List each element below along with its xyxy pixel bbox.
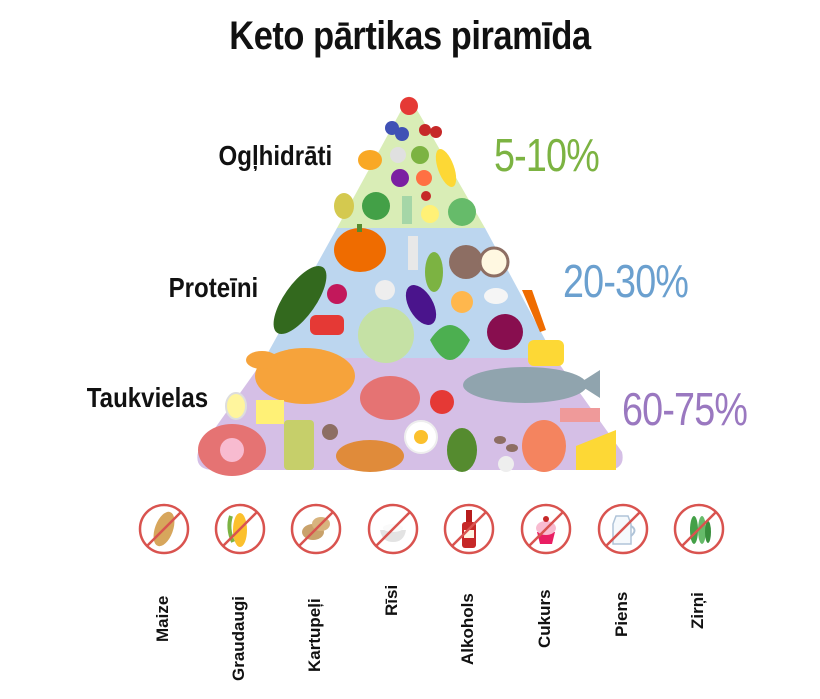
cupcake-icon [520, 503, 572, 555]
peas-icon [673, 503, 725, 555]
bread-icon [138, 503, 190, 555]
fat-foods [198, 348, 616, 476]
forbidden-label-peas: Zirņi [688, 592, 707, 629]
wine-bottle-icon [443, 503, 495, 555]
level-percent-protein: 20-30% [563, 255, 689, 307]
level-label-fat: Taukvielas [86, 382, 208, 413]
level-label-protein: Proteīni [168, 272, 258, 303]
protein-foods [273, 224, 564, 366]
forbidden-item-grain [213, 502, 267, 556]
corn-icon [214, 503, 266, 555]
forbidden-label-grain: Graudaugi [229, 595, 248, 681]
level-percent-carbs: 5-10% [494, 129, 600, 181]
level-percent-fat: 60-75% [622, 383, 748, 435]
forbidden-item-sugar [519, 502, 573, 556]
forbidden-label-bread: Maize [153, 595, 172, 642]
forbidden-item-peas [672, 502, 726, 556]
forbidden-label-alcohol: Alkohols [458, 593, 477, 665]
forbidden-label-milk: Piens [612, 591, 631, 637]
milk-jug-icon [597, 503, 649, 555]
forbidden-label-potato: Kartupeļi [305, 598, 324, 672]
potato-icon [290, 503, 342, 555]
forbidden-item-milk [596, 502, 650, 556]
page-title: Keto pārtikas piramīda [229, 14, 591, 58]
forbidden-item-alcohol [442, 502, 496, 556]
forbidden-item-potato [289, 502, 343, 556]
forbidden-label-rice: Rīsi [382, 584, 401, 616]
forbidden-label-sugar: Cukurs [535, 589, 554, 648]
level-label-carbs: Ogļhidrāti [218, 140, 332, 171]
forbidden-item-rice [366, 502, 420, 556]
forbidden-item-bread [137, 502, 191, 556]
rice-icon [367, 503, 419, 555]
carb-foods [334, 97, 476, 226]
